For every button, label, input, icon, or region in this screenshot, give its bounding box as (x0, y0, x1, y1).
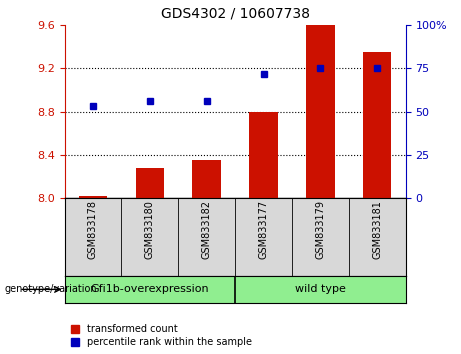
Text: GSM833179: GSM833179 (315, 200, 325, 259)
Bar (249, 112, 278, 198)
Bar (306, 25, 335, 198)
Bar (193, 160, 221, 198)
Text: genotype/variation: genotype/variation (5, 284, 97, 295)
Text: GSM833181: GSM833181 (372, 200, 382, 259)
Text: GSM833182: GSM833182 (201, 200, 212, 259)
Bar (136, 168, 164, 198)
Title: GDS4302 / 10607738: GDS4302 / 10607738 (160, 7, 310, 21)
Text: Gfi1b-overexpression: Gfi1b-overexpression (90, 284, 209, 295)
Legend: transformed count, percentile rank within the sample: transformed count, percentile rank withi… (70, 322, 254, 349)
Text: GSM833178: GSM833178 (88, 200, 98, 259)
Text: GSM833180: GSM833180 (145, 200, 155, 259)
Text: wild type: wild type (295, 284, 346, 295)
Bar (363, 52, 391, 198)
Text: GSM833177: GSM833177 (259, 200, 269, 259)
Bar (79, 196, 107, 198)
